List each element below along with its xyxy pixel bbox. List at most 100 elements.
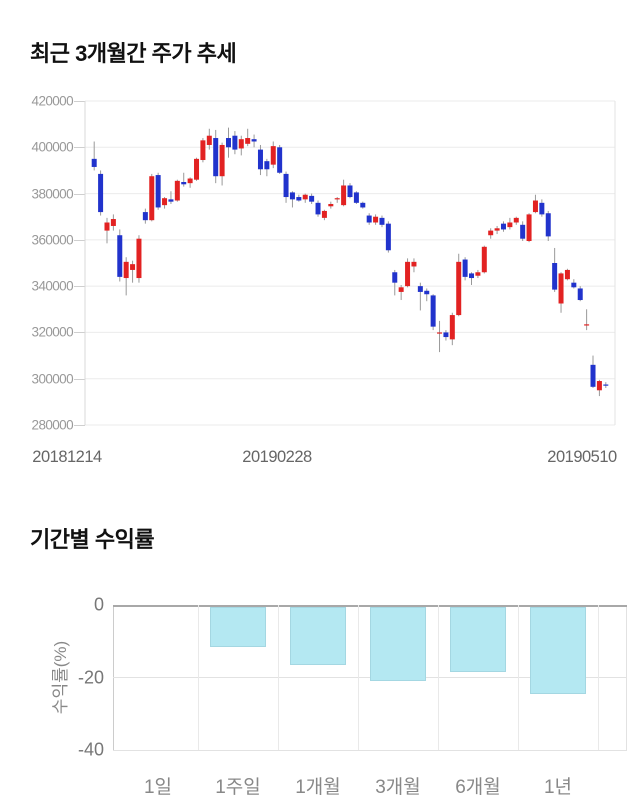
price-chart-title: 최근 3개월간 주가 추세: [30, 41, 237, 66]
candle-body-down: [539, 202, 545, 215]
candle-body-up: [206, 135, 212, 145]
price-y-tick-label: 420000: [31, 93, 74, 109]
returns-chart-title: 기간별 수익률: [30, 527, 155, 552]
candle-body-down: [264, 161, 270, 170]
returns-zero-line: [113, 605, 627, 607]
candle-body-down: [552, 263, 558, 290]
price-y-tick-mark: [74, 101, 85, 102]
candle-body-up: [104, 222, 110, 231]
returns-bar-6개월: [450, 607, 506, 673]
candle-body-up: [187, 178, 193, 184]
price-y-tick-mark: [74, 332, 85, 334]
candle-body-up: [488, 230, 494, 236]
price-y-tick-label: 400000: [31, 139, 74, 155]
candle-body-down: [392, 272, 398, 283]
returns-bar-1년: [530, 607, 586, 694]
price-x-tick-label: 20190228: [242, 448, 312, 466]
candle-body-down: [168, 199, 174, 202]
candle-body-up: [558, 273, 564, 304]
price-y-tick-mark: [74, 286, 85, 288]
returns-y-tick-label: -40: [77, 739, 104, 760]
candle-body-down: [443, 332, 449, 338]
candle-body-down: [181, 182, 187, 185]
candle-body-up: [245, 138, 251, 144]
candle-body-up: [194, 158, 200, 180]
candle-body-down: [417, 286, 423, 292]
candle-body-down: [283, 173, 289, 198]
returns-bar-1개월: [290, 607, 346, 665]
price-y-tick-label: 280000: [31, 417, 74, 433]
candle-body-up: [123, 261, 129, 279]
price-y-tick-mark: [74, 193, 85, 195]
candle-body-up: [149, 176, 155, 221]
candle-body-down: [225, 138, 231, 148]
price-y-tick-mark: [74, 378, 85, 380]
candle-body-down: [155, 175, 161, 208]
candle-body-up: [475, 272, 481, 276]
candle-body-up: [507, 222, 513, 228]
returns-vertical-gridline: [198, 605, 199, 750]
returns-y-tick-label: -20: [77, 667, 104, 687]
candle-body-down: [289, 192, 295, 200]
returns-vertical-gridline: [598, 605, 599, 750]
candle-body-up: [449, 315, 455, 340]
candle-body-down: [520, 224, 526, 239]
candle-body-down: [353, 192, 359, 203]
candle-body-up: [494, 228, 500, 231]
candle-body-up: [526, 214, 532, 242]
candle-body-down: [430, 295, 436, 327]
candle-body-up: [136, 238, 142, 279]
candle-body-up: [398, 287, 404, 292]
candle-body-up: [596, 381, 602, 391]
candle-body-down: [277, 147, 283, 173]
candle-body-up: [110, 219, 116, 226]
price-y-tick-label: 360000: [31, 232, 74, 248]
returns-category-label: 1일: [143, 777, 173, 798]
price-y-tick-label: 320000: [31, 324, 74, 340]
candle-body-up: [219, 144, 225, 177]
candle-body-down: [117, 235, 123, 277]
candle-body-down: [232, 135, 238, 150]
candle-body-up: [584, 324, 590, 326]
returns-category-label: 1년: [543, 777, 573, 798]
candle-body-up: [162, 198, 168, 206]
candle-body-down: [603, 384, 609, 386]
candle-body-down: [347, 185, 353, 198]
returns-vertical-gridline: [518, 605, 519, 750]
candle-body-up: [334, 198, 340, 200]
returns-category-label: 3개월: [375, 777, 421, 798]
candle-body-down: [571, 282, 577, 288]
price-x-tick-label: 20190510: [547, 448, 617, 466]
candle-body-up: [341, 185, 347, 206]
candle-body-down: [309, 195, 315, 202]
price-y-tick-label: 340000: [31, 278, 74, 294]
candle-body-down: [360, 202, 366, 208]
candle-body-up: [564, 269, 570, 280]
price-candlestick-plot: [84, 100, 616, 426]
price-x-tick-label: 20181214: [32, 448, 102, 466]
returns-bar-1주일: [210, 607, 266, 647]
candle-body-down: [257, 149, 263, 170]
candle-body-up: [238, 139, 244, 149]
candle-body-up: [532, 200, 538, 213]
returns-vertical-gridline: [278, 605, 279, 750]
price-y-tick-mark: [74, 147, 85, 149]
returns-vertical-gridline: [358, 605, 359, 750]
candle-body-up: [437, 332, 443, 334]
candle-body-down: [213, 138, 219, 177]
returns-category-label: 1주일: [215, 777, 261, 798]
candle-body-down: [590, 364, 596, 387]
candle-body-down: [462, 259, 468, 277]
returns-bar-plot: [113, 605, 627, 751]
candle-body-up: [405, 261, 411, 287]
price-y-tick-label: 300000: [31, 371, 74, 387]
candle-body-down: [385, 223, 391, 251]
candle-body-down: [98, 173, 104, 213]
price-y-tick-label: 380000: [31, 186, 74, 202]
returns-category-label: 6개월: [455, 777, 501, 798]
candle-body-down: [424, 290, 430, 295]
returns-vertical-gridline: [438, 605, 439, 750]
candle-body-down: [366, 215, 372, 223]
candle-body-up: [328, 203, 334, 207]
